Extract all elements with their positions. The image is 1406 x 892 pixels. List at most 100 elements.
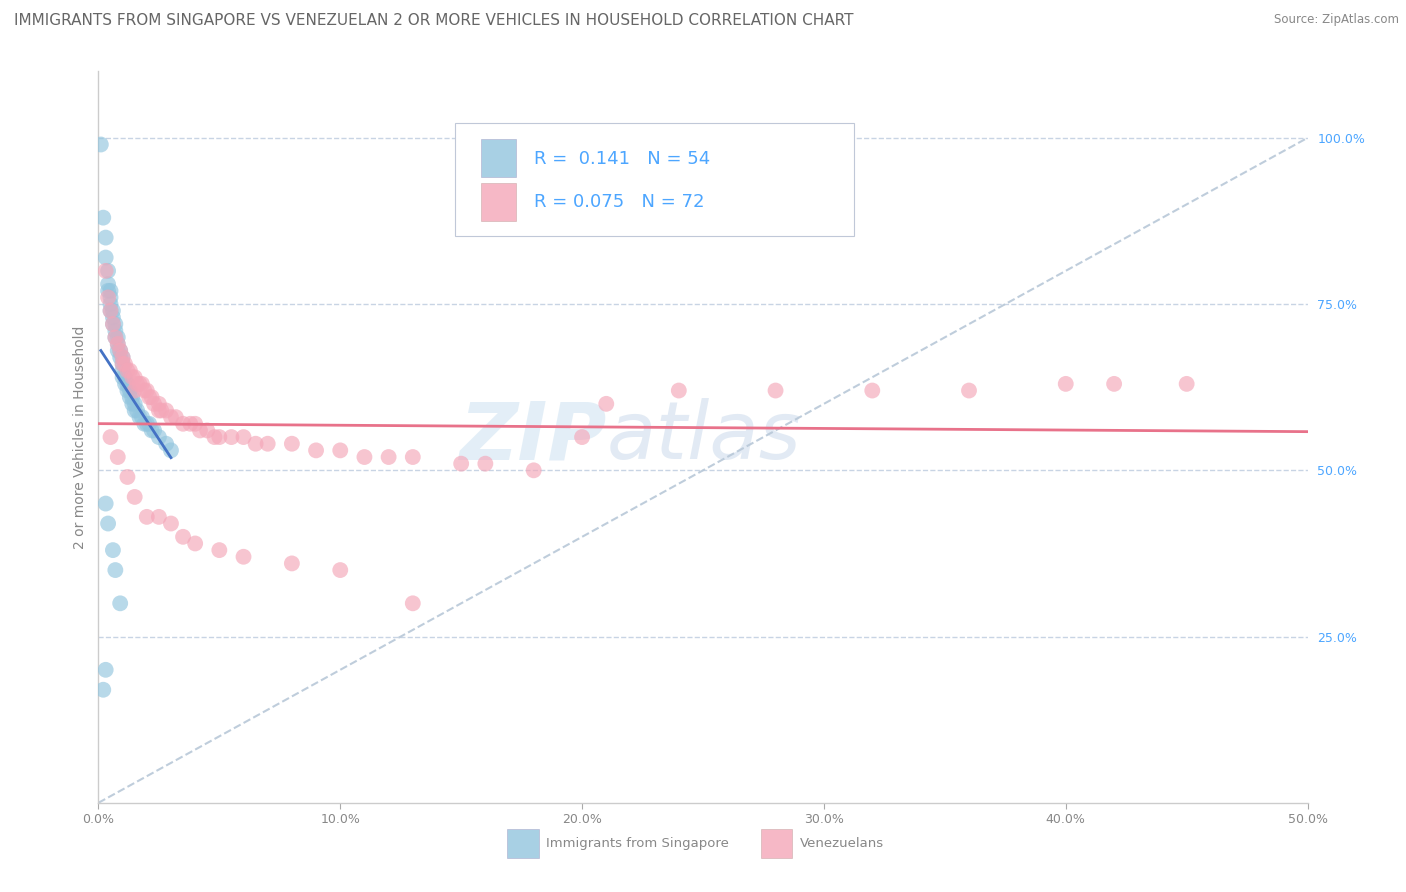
Point — [104, 324, 127, 338]
Point — [94, 230, 117, 244]
Point — [124, 490, 146, 504]
Point — [114, 357, 136, 371]
FancyBboxPatch shape — [761, 830, 793, 858]
Point — [94, 264, 117, 278]
Point — [107, 330, 129, 344]
Point — [118, 384, 141, 398]
Point — [118, 390, 141, 404]
Point — [523, 463, 546, 477]
Point — [91, 682, 114, 697]
Point — [957, 384, 980, 398]
Point — [204, 430, 226, 444]
Text: ZIP: ZIP — [458, 398, 606, 476]
Point — [160, 410, 183, 425]
Y-axis label: 2 or more Vehicles in Household: 2 or more Vehicles in Household — [73, 326, 87, 549]
Point — [1054, 376, 1077, 391]
Point — [377, 450, 399, 464]
Point — [1102, 376, 1125, 391]
Point — [111, 363, 134, 377]
FancyBboxPatch shape — [481, 139, 516, 178]
Point — [143, 397, 166, 411]
Text: Immigrants from Singapore: Immigrants from Singapore — [546, 838, 728, 850]
Point — [117, 470, 139, 484]
Point — [195, 424, 218, 438]
Point — [184, 417, 207, 431]
Point — [94, 497, 117, 511]
Point — [232, 430, 254, 444]
Point — [256, 436, 278, 450]
Point — [135, 509, 157, 524]
Point — [1175, 376, 1198, 391]
Point — [107, 343, 129, 358]
Point — [121, 370, 143, 384]
Point — [179, 417, 201, 431]
Point — [100, 284, 122, 298]
Point — [155, 403, 177, 417]
Point — [141, 390, 163, 404]
Point — [107, 450, 129, 464]
Text: Venezuelans: Venezuelans — [800, 838, 884, 850]
Point — [94, 251, 117, 265]
Point — [571, 430, 593, 444]
Point — [450, 457, 472, 471]
Point — [104, 317, 127, 331]
Point — [148, 509, 170, 524]
Point — [172, 417, 194, 431]
FancyBboxPatch shape — [456, 122, 855, 235]
Point — [150, 403, 173, 417]
Point — [101, 317, 124, 331]
Point — [128, 376, 150, 391]
Point — [124, 370, 146, 384]
Point — [117, 384, 139, 398]
Point — [100, 303, 122, 318]
Point — [101, 543, 124, 558]
Point — [101, 303, 124, 318]
Point — [101, 317, 124, 331]
Point — [860, 384, 883, 398]
Point — [135, 384, 157, 398]
Point — [97, 284, 120, 298]
Point — [124, 384, 146, 398]
Point — [188, 424, 211, 438]
Point — [108, 343, 131, 358]
Point — [97, 277, 120, 292]
Point — [221, 430, 243, 444]
Point — [138, 390, 160, 404]
Point — [208, 543, 231, 558]
Point — [138, 417, 160, 431]
Point — [111, 357, 134, 371]
Point — [117, 376, 139, 391]
Point — [141, 424, 163, 438]
Point — [108, 351, 131, 365]
Point — [108, 596, 131, 610]
Point — [100, 290, 122, 304]
Text: Source: ZipAtlas.com: Source: ZipAtlas.com — [1274, 13, 1399, 27]
Point — [135, 417, 157, 431]
Point — [128, 410, 150, 425]
Point — [97, 516, 120, 531]
Point — [107, 337, 129, 351]
Point — [232, 549, 254, 564]
Point — [208, 430, 231, 444]
Point — [329, 563, 352, 577]
Text: R =  0.141   N = 54: R = 0.141 N = 54 — [534, 150, 710, 168]
Point — [111, 370, 134, 384]
Text: R = 0.075   N = 72: R = 0.075 N = 72 — [534, 193, 704, 211]
FancyBboxPatch shape — [481, 183, 516, 220]
Point — [281, 557, 304, 571]
Point — [97, 264, 120, 278]
Point — [131, 410, 153, 425]
Point — [131, 376, 153, 391]
Point — [100, 297, 122, 311]
Point — [111, 351, 134, 365]
Point — [402, 596, 425, 610]
Point — [97, 290, 120, 304]
Text: atlas: atlas — [606, 398, 801, 476]
Point — [118, 363, 141, 377]
Point — [402, 450, 425, 464]
Point — [91, 211, 114, 225]
Point — [165, 410, 187, 425]
Point — [595, 397, 617, 411]
Point — [134, 384, 156, 398]
Point — [124, 403, 146, 417]
